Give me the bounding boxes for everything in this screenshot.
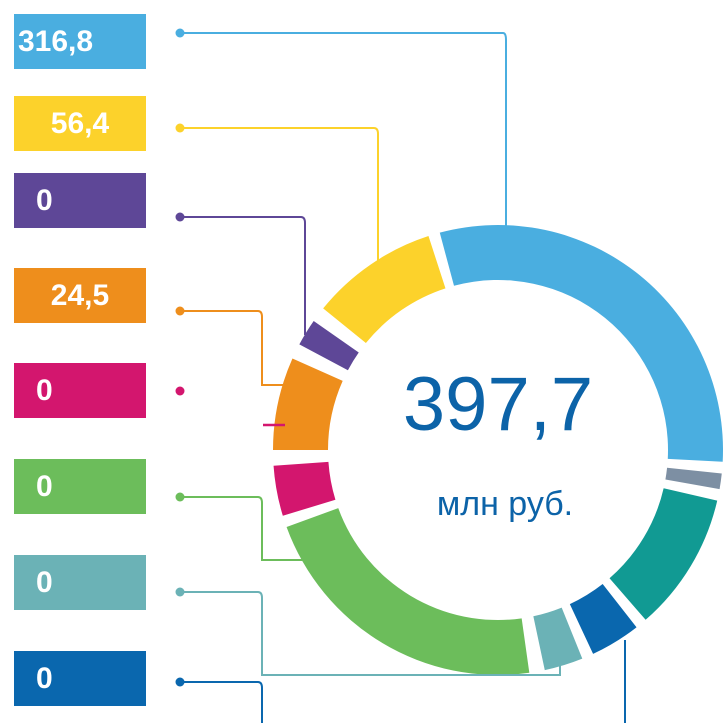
connector-line	[180, 127, 379, 265]
legend: 316,8 56,4 0 24,5 0 0 0 0	[14, 14, 146, 706]
value-label: 56,4	[51, 107, 110, 140]
connector-line	[180, 591, 561, 676]
donut-segment	[569, 583, 637, 654]
value-label: 0	[36, 662, 53, 695]
value-box	[14, 459, 146, 514]
connector-line	[180, 310, 285, 386]
connector-line	[180, 681, 263, 723]
total: 397,7	[403, 362, 593, 447]
donut-segment	[286, 508, 530, 675]
donut-segment	[439, 225, 724, 462]
value-label: 0	[36, 184, 53, 217]
donut	[273, 225, 724, 675]
value-label: 0	[36, 566, 53, 599]
connector-line	[180, 32, 507, 230]
value-box	[14, 14, 146, 69]
connector-dot	[175, 386, 185, 396]
donut-segment	[299, 320, 359, 371]
value-box	[14, 651, 146, 706]
value-box	[14, 555, 146, 610]
value-box	[14, 363, 146, 418]
donut-segment	[273, 461, 336, 516]
donut-segment	[533, 607, 583, 671]
donut-segment	[273, 358, 343, 450]
value-box	[14, 268, 146, 323]
value-box	[14, 96, 146, 151]
connectors	[175, 28, 626, 723]
donut-segment	[665, 467, 722, 490]
connector-line	[180, 496, 305, 561]
value-label: 316,8	[18, 25, 93, 58]
donut-segment	[323, 236, 446, 344]
connector-line	[180, 216, 306, 335]
donut-segment	[609, 488, 718, 620]
value-box	[14, 173, 146, 228]
value-label: 24,5	[51, 279, 109, 312]
unit: млн руб.	[437, 485, 573, 523]
value-label: 0	[36, 470, 53, 503]
value-label: 0	[36, 374, 53, 407]
